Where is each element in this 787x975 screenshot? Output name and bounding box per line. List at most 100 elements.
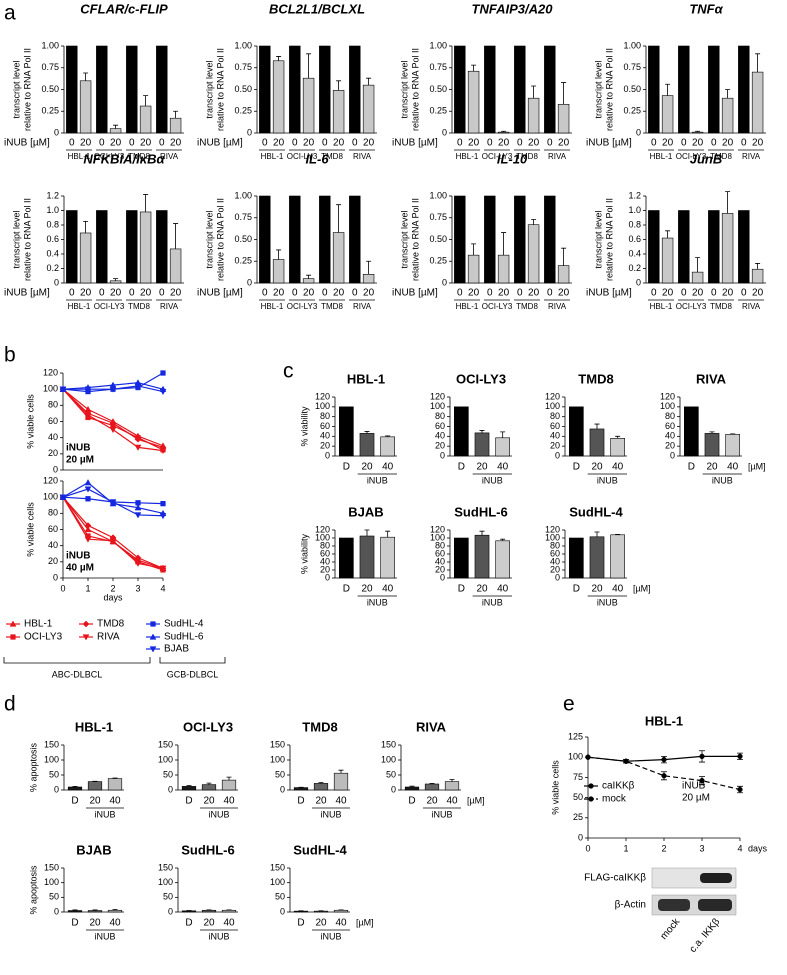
marker [59, 386, 67, 393]
y-tick-label: 80 [550, 411, 560, 421]
y-tick-label: 120 [545, 391, 560, 401]
y-tick-label: 50 [163, 892, 173, 902]
y-tick-label: 0.4 [628, 248, 641, 258]
error-bar [112, 908, 118, 911]
bar [259, 195, 271, 284]
bar [339, 406, 354, 457]
x-tick-label: 4 [737, 843, 742, 853]
y-tick-label: 0.6 [628, 234, 641, 244]
group-label: TMD8 [710, 152, 732, 161]
y-tick-label: 0.50 [234, 234, 252, 244]
error-bar [561, 247, 567, 266]
y-tick-label: 0.8 [628, 219, 641, 229]
bar [424, 783, 440, 791]
legend-label: SudHL-6 [164, 632, 204, 643]
x-axis-label: iNUB [µM] [4, 288, 50, 299]
error-bar [318, 782, 324, 784]
marker [59, 494, 67, 501]
y-tick-label: 120 [43, 367, 58, 377]
bar [313, 783, 329, 791]
x-tick-label: D [408, 796, 415, 807]
y-axis-label: relative to RNA Pol II [22, 48, 32, 131]
error-bar [500, 538, 506, 541]
marker [134, 504, 142, 511]
bar [139, 211, 152, 284]
x-tick-label: 3 [135, 583, 140, 593]
x-tick-label: 20 [752, 288, 764, 299]
marker [84, 486, 92, 493]
x-tick-label: 20 [203, 918, 215, 929]
error-bar [561, 82, 567, 105]
error-bar [226, 776, 232, 781]
bar [684, 406, 699, 457]
error-bar [366, 77, 372, 86]
x-tick-label: 0 [457, 138, 463, 149]
y-tick-label: 100 [270, 754, 285, 764]
annotation: 20 µM [682, 793, 710, 804]
bar [302, 77, 315, 134]
x-tick-label: D [71, 918, 78, 929]
x-tick-label: 0 [487, 288, 493, 299]
group-label: iNUB [94, 809, 115, 819]
error-bar [409, 785, 415, 787]
chart-title: HBL-1 [75, 719, 113, 734]
chart-title: HBL-1 [347, 371, 385, 386]
blot-band [658, 899, 690, 911]
group-label: iNUB [431, 809, 452, 819]
group-label: HBL-1 [68, 152, 91, 161]
y-tick-label: 40 [320, 431, 330, 441]
y-tick-label: 50 [49, 769, 59, 779]
y-tick-label: 60 [665, 421, 675, 431]
bar [221, 779, 237, 791]
group-label: iNUB [597, 597, 618, 607]
bar [589, 428, 605, 457]
group-label: HBL-1 [456, 152, 479, 161]
panel-label: c [283, 360, 294, 383]
x-tick-label: D [71, 796, 78, 807]
y-tick-label: 100 [43, 492, 58, 502]
x-tick-label: 40 [497, 584, 509, 595]
x-tick-label: 40 [223, 918, 235, 929]
y-tick-label: 0.75 [234, 212, 252, 222]
error-bar [501, 130, 507, 133]
y-axis-label: % apoptosis [28, 865, 38, 915]
x-tick-label: 20 [363, 288, 375, 299]
marker [109, 386, 117, 393]
error-bar [306, 274, 312, 279]
group-label: RIVA [548, 302, 567, 311]
y-tick-label: 0 [54, 277, 59, 287]
x-tick-label: 20 [722, 288, 734, 299]
y-tick-label: 80 [550, 540, 560, 550]
y-tick-label: 120 [43, 475, 58, 485]
x-tick-label: 20 [140, 288, 152, 299]
bar [221, 909, 237, 913]
x-tick-label: 0 [651, 138, 657, 149]
bar [67, 786, 83, 791]
x-tick-label: 0 [681, 138, 687, 149]
legend-marker [9, 620, 17, 627]
y-axis-label: % viable cells [25, 394, 35, 449]
bar [721, 97, 734, 134]
bar [201, 909, 217, 913]
error-bar [429, 783, 435, 784]
y-tick-label: 100 [315, 532, 330, 542]
y-tick-label: 0.2 [628, 263, 641, 273]
x-tick-label: 20 [476, 584, 488, 595]
y-tick-label: 40 [435, 431, 445, 441]
y-tick-label: 0 [670, 450, 675, 460]
y-tick-label: 0.8 [46, 219, 59, 229]
bar [495, 540, 510, 579]
error-bar [364, 431, 370, 434]
chart-title: TMD8 [302, 719, 337, 734]
group-label: iNUB [482, 597, 503, 607]
x-tick-label: 40 [109, 796, 121, 807]
chart-title: JunB [690, 151, 723, 166]
error-bar [725, 89, 731, 99]
x-tick-label: 20 [110, 288, 122, 299]
x-tick-label: D [343, 462, 350, 473]
x-axis-label: iNUB [µM] [4, 138, 50, 149]
x-axis-label: iNUB [µM] [586, 138, 632, 149]
y-tick-label: 100 [44, 754, 59, 764]
y-tick-label: 50 [163, 769, 173, 779]
y-tick-label: 1.00 [429, 40, 447, 50]
